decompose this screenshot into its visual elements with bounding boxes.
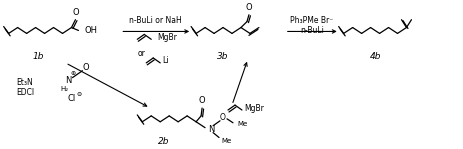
- Text: 1b: 1b: [33, 52, 44, 60]
- Text: ⊕: ⊕: [71, 71, 76, 76]
- Text: N: N: [208, 125, 214, 134]
- Text: 2b: 2b: [158, 137, 170, 146]
- Text: n-BuLi or NaH: n-BuLi or NaH: [129, 16, 181, 25]
- Text: Me: Me: [237, 121, 247, 127]
- Text: MgBr: MgBr: [244, 104, 264, 112]
- Text: or: or: [138, 49, 145, 58]
- Text: 4b: 4b: [370, 52, 382, 60]
- Text: EDCI: EDCI: [17, 88, 35, 97]
- Text: OH: OH: [84, 26, 97, 35]
- Text: N: N: [65, 76, 72, 85]
- Text: Cl: Cl: [67, 94, 75, 103]
- Text: O: O: [246, 3, 252, 12]
- Text: O: O: [72, 8, 79, 17]
- Text: Ph₃PMe Br⁻: Ph₃PMe Br⁻: [290, 16, 333, 25]
- Text: H₂: H₂: [61, 86, 69, 92]
- Text: Et₃N: Et₃N: [17, 78, 33, 87]
- Text: O: O: [82, 63, 89, 72]
- Text: 3b: 3b: [217, 52, 229, 60]
- Text: Li: Li: [162, 56, 169, 65]
- Text: O: O: [220, 113, 226, 122]
- Text: ⊖: ⊖: [77, 92, 82, 97]
- Text: MgBr: MgBr: [157, 33, 177, 42]
- Text: Me: Me: [221, 138, 232, 144]
- Text: n-BuLi: n-BuLi: [300, 26, 324, 35]
- Text: O: O: [199, 96, 206, 105]
